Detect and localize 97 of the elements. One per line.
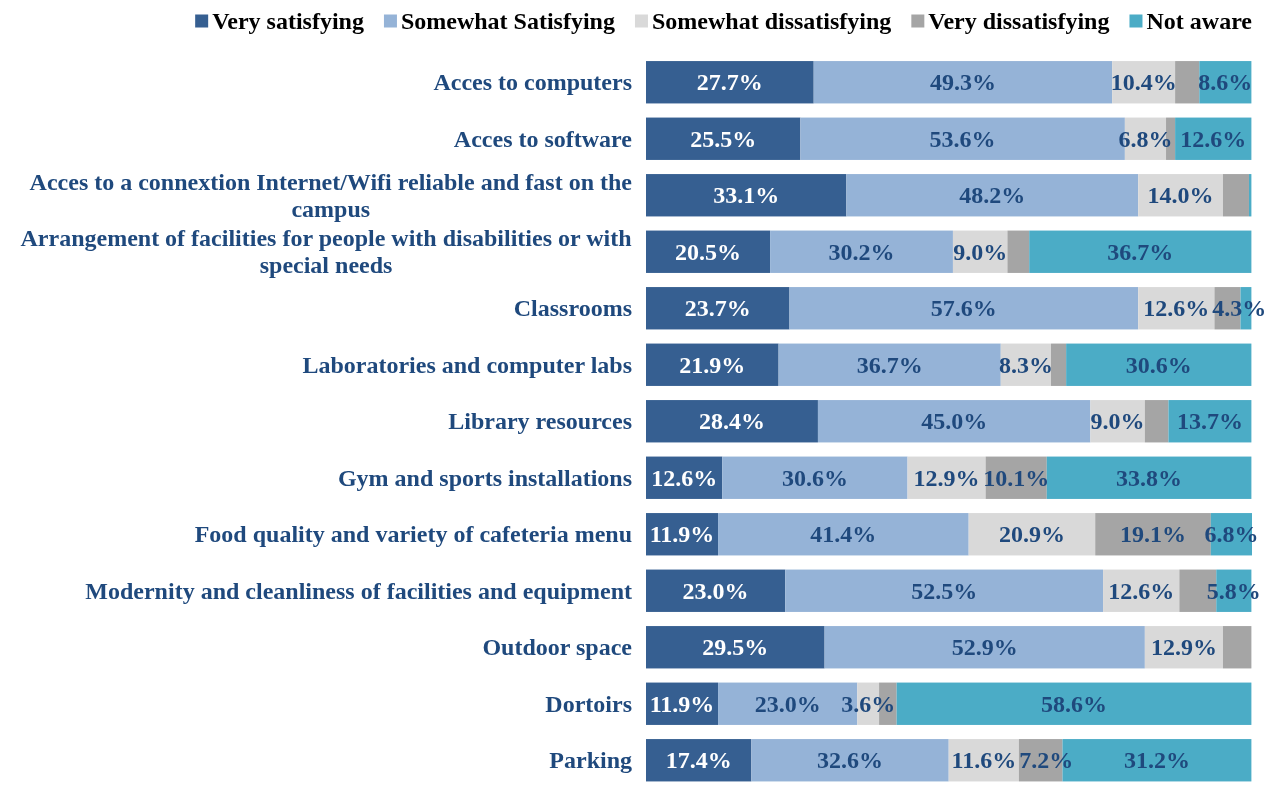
data-label: 33.8% (1116, 464, 1183, 491)
bar (1175, 61, 1200, 104)
y-tick-label: Library resources (448, 408, 632, 435)
data-label: 11.9% (649, 690, 715, 717)
bar (646, 569, 786, 612)
bar (646, 287, 790, 330)
bar (824, 626, 1145, 669)
bar (1222, 174, 1249, 217)
bar (1144, 400, 1169, 443)
bar (646, 61, 814, 104)
data-label: 57.6% (930, 295, 997, 322)
y-tick-label: Acces to software (453, 125, 633, 152)
bar (646, 230, 771, 273)
data-label: 17.4% (665, 747, 732, 774)
data-label: 29.5% (702, 634, 769, 661)
data-label: 23.0% (682, 577, 749, 604)
legend-label: Very dissatisfying (928, 8, 1110, 34)
data-label: 28.4% (698, 408, 765, 435)
bar (751, 739, 949, 782)
data-label: 32.6% (817, 747, 884, 774)
y-tick-label: Modernity and cleanliness of facilities and equipment (85, 577, 632, 604)
bar (813, 61, 1113, 104)
bar (785, 569, 1104, 612)
bar (722, 456, 908, 499)
data-label: 10.1% (983, 464, 1050, 491)
data-label: 21.9% (679, 351, 746, 378)
data-label: 19.1% (1120, 521, 1187, 548)
data-label: 30.2% (828, 238, 895, 265)
data-label: 23.7% (684, 295, 751, 322)
data-label: 53.6% (929, 125, 996, 152)
y-tick-label: Acces to a connextion Internet/Wifi reliable and fast on the campus (29, 168, 633, 222)
data-label: 8.6% (1198, 69, 1253, 96)
data-label: 30.6% (1125, 351, 1192, 378)
bar (1046, 456, 1252, 499)
y-tick-label: Outdoor space (482, 634, 633, 661)
bar (718, 513, 969, 556)
legend-label: Somewhat dissatisfying (651, 8, 892, 34)
y-tick-label: Classrooms (513, 295, 632, 322)
data-label: 6.8% (1118, 125, 1173, 152)
data-label: 41.4% (810, 521, 877, 548)
data-label: 11.9% (649, 521, 715, 548)
y-tick-label: Gym and sports installations (337, 464, 632, 491)
data-label: 12.6% (1143, 295, 1210, 322)
data-label: 8.3% (998, 351, 1053, 378)
legend-label: Very satisfying (212, 8, 364, 34)
bar (896, 682, 1252, 725)
bar (1051, 343, 1067, 386)
bar (1007, 230, 1030, 273)
bar (1029, 230, 1252, 273)
data-label: 30.6% (781, 464, 848, 491)
data-label: 52.5% (911, 577, 978, 604)
y-tick-label: Parking (549, 747, 632, 774)
data-label: 13.7% (1176, 408, 1243, 435)
data-label: 20.5% (675, 238, 742, 265)
data-label: 12.9% (913, 464, 980, 491)
data-label: 48.2% (959, 182, 1026, 209)
data-label: 23.0% (754, 690, 821, 717)
data-label: 12.9% (1150, 634, 1217, 661)
data-label: 36.7% (856, 351, 923, 378)
bar (846, 174, 1139, 217)
bar (646, 626, 825, 669)
data-label: 25.5% (690, 125, 757, 152)
data-label: 33.1% (713, 182, 780, 209)
bar (646, 174, 847, 217)
y-tick-label: Arrangement of facilities for people with disabilities or with special needs (20, 225, 632, 279)
bar (646, 117, 801, 160)
bar (770, 230, 953, 273)
bar (1222, 626, 1252, 669)
data-label: 11.6% (951, 747, 1017, 774)
bar (778, 343, 1001, 386)
data-label: 12.6% (1180, 125, 1247, 152)
data-label: 10.4% (1110, 69, 1177, 96)
y-tick-label: Food quality and variety of cafeteria menu (194, 521, 632, 548)
y-tick-label: Dortoirs (545, 690, 632, 717)
bar (646, 400, 818, 443)
data-label: 45.0% (921, 408, 988, 435)
data-label: 31.2% (1123, 747, 1190, 774)
data-label: 12.6% (1108, 577, 1175, 604)
y-tick-label: Acces to computers (433, 69, 632, 96)
data-label: 12.6% (651, 464, 718, 491)
data-label: 49.3% (929, 69, 996, 96)
bar (789, 287, 1139, 330)
data-label: 14.0% (1147, 182, 1214, 209)
legend-label: Somewhat Satisfying (400, 8, 615, 34)
data-label: 20.9% (998, 521, 1065, 548)
y-tick-label: Laboratories and computer labs (302, 351, 632, 378)
data-label: 27.7% (696, 69, 763, 96)
bar (646, 343, 779, 386)
bar (1066, 343, 1252, 386)
data-label: 9.0% (1090, 408, 1145, 435)
bar (817, 400, 1091, 443)
data-label: 36.7% (1107, 238, 1174, 265)
data-label: 52.9% (951, 634, 1018, 661)
data-label: 9.0% (953, 238, 1008, 265)
legend-label: Not aware (1146, 8, 1253, 34)
data-label: 3.6% (841, 690, 896, 717)
data-label: 58.6% (1041, 690, 1108, 717)
